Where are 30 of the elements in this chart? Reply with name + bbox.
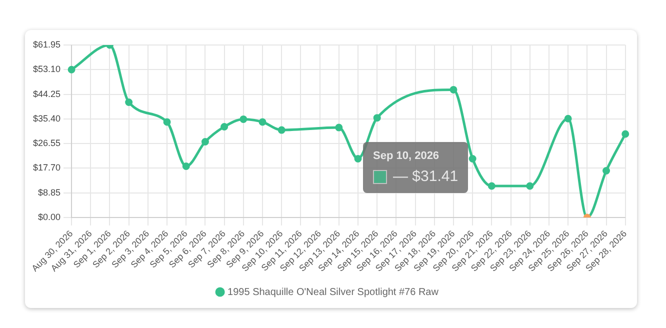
point bbox=[163, 118, 171, 126]
point bbox=[526, 182, 534, 190]
point bbox=[125, 98, 133, 106]
point bbox=[201, 138, 209, 146]
point bbox=[220, 122, 228, 130]
y-tick-label: $53.10 bbox=[32, 64, 61, 74]
legend-label: 1995 Shaquille O'Neal Silver Spotlight #76 Raw bbox=[228, 286, 440, 298]
y-tick-label: $35.40 bbox=[32, 113, 61, 124]
point bbox=[450, 86, 458, 94]
y-tick-label: $17.70 bbox=[32, 162, 61, 173]
annotation: — $31.41 bbox=[393, 168, 458, 185]
point bbox=[68, 66, 76, 74]
point bbox=[258, 118, 266, 126]
point bbox=[278, 126, 286, 134]
point bbox=[373, 114, 381, 122]
annotation: Sep 10, 2026 bbox=[373, 150, 440, 162]
point bbox=[240, 115, 248, 123]
y-tick-label: $26.55 bbox=[32, 138, 61, 148]
point bbox=[564, 114, 572, 122]
point bbox=[335, 124, 343, 132]
y-tick-label: $8.85 bbox=[38, 187, 61, 198]
y-tick-label: $44.25 bbox=[32, 88, 61, 99]
point bbox=[182, 162, 190, 170]
point bbox=[622, 130, 630, 138]
y-tick-label: $0.00 bbox=[38, 212, 61, 222]
y-tick-label: $61.95 bbox=[32, 39, 61, 50]
point bbox=[602, 166, 610, 174]
point bbox=[468, 154, 476, 162]
point bbox=[354, 154, 362, 162]
point bbox=[488, 182, 496, 190]
